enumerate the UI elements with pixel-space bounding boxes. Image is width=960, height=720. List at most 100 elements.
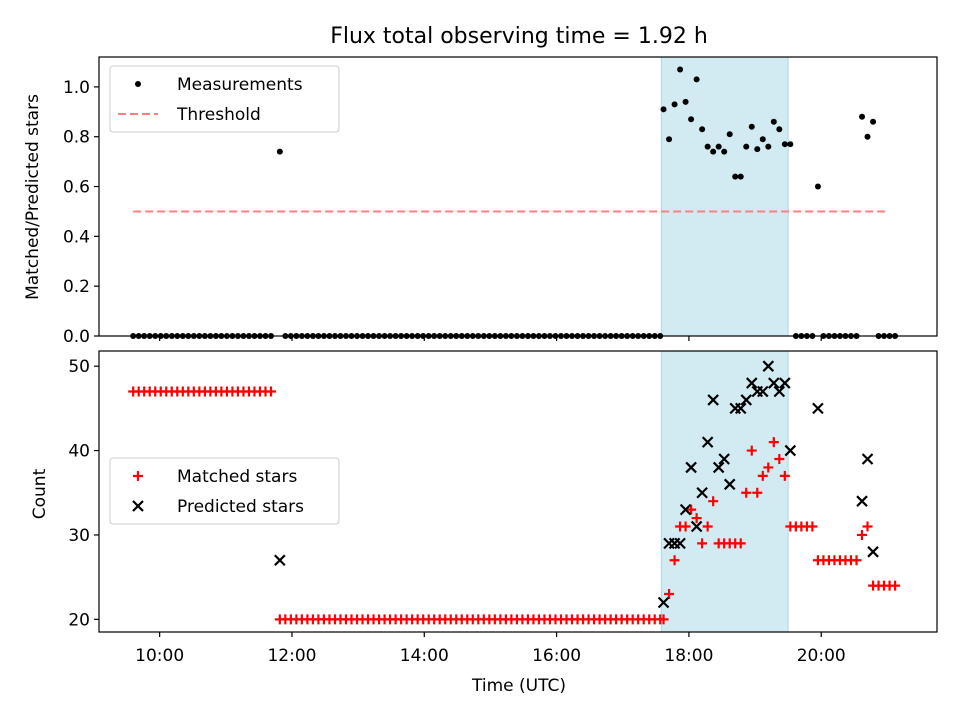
top-panel: 0.0 0.2 0.4 0.6 0.8 1.0 Measurements Threshold [63,56,938,347]
bottom-panel: 20 30 40 50 10:00 12:00 14:00 16:00 18:00 20:00 Ma… [68,350,938,666]
highlight-span [660,56,789,337]
data-point [814,183,821,190]
data-point [864,133,871,140]
data-point [693,76,700,83]
data-point [748,123,755,130]
data-point [774,454,785,465]
data-point [757,470,768,481]
data-point [857,529,868,540]
data-point [701,436,714,448]
data-point [708,496,719,507]
data-point [266,386,277,397]
data-point [715,143,722,150]
legend-box [109,65,340,133]
data-point [784,444,797,457]
series-predicted-stars [274,360,879,609]
data-point [726,131,733,138]
y-tick-label: 50 [68,357,90,377]
data-point [691,513,702,524]
x-tick-label: 12:00 [267,646,316,666]
data-point [745,377,758,389]
x-tick-label: 18:00 [664,646,713,666]
y-axis-label-top: Matched/Predicted stars [23,94,43,300]
data-point [682,98,689,105]
data-point [762,360,775,372]
data-point [707,394,719,406]
legend-label: Measurements [177,75,303,95]
data-point [862,521,873,532]
x-tick-label: 14:00 [400,646,449,666]
y-tick-label: 0.2 [63,277,90,297]
data-point [712,461,725,474]
data-point [746,445,757,456]
data-point [680,521,691,532]
data-point [690,520,703,533]
data-point [657,596,670,609]
data-point [721,148,728,155]
highlight-span [660,350,789,633]
data-point [737,173,744,180]
data-point [787,141,794,148]
data-point [685,461,697,474]
y-tick-label: 1.0 [63,78,90,98]
data-point [768,437,779,448]
data-point [779,470,790,481]
data-point [697,538,708,549]
data-point [671,101,678,108]
data-point [859,113,866,120]
data-point [688,116,695,123]
axes-frame [98,350,938,633]
data-point [807,521,818,532]
legend-label: Predicted stars [177,497,304,517]
data-point [770,118,777,125]
y-tick-label: 0.8 [63,128,90,148]
x-tick-label: 10:00 [135,646,184,666]
data-point [666,136,673,143]
data-point [856,495,868,507]
data-point [870,118,877,125]
data-point [686,504,697,515]
y-tick-label: 30 [68,526,90,546]
y-tick-label: 40 [68,442,90,462]
x-tick-label: 20:00 [797,646,846,666]
data-point [677,66,684,73]
data-point [734,402,747,415]
data-point [710,148,717,155]
axes-frame [98,56,938,337]
data-point [757,385,769,398]
data-point [699,126,706,133]
data-point [754,146,761,153]
data-point [752,487,763,498]
data-point [743,143,750,150]
data-point [890,580,901,591]
x-tick-label: 16:00 [532,646,581,666]
data-point [867,546,879,558]
series-matched-stars [128,386,901,625]
legend-box [109,457,340,525]
chart-title: Flux total observing time = 1.92 h [330,24,708,49]
y-tick-label: 0.0 [63,327,90,347]
data-point [768,377,780,389]
data-point [735,538,746,549]
legend-swatch [133,471,143,481]
data-point [763,462,774,473]
x-axis-label: Time (UTC) [471,676,566,696]
y-tick-label: 20 [68,610,90,630]
data-point [732,173,739,180]
data-point [765,143,772,150]
data-point [704,143,711,150]
data-point [660,106,667,113]
legend: Measurements Threshold [109,65,340,133]
data-point [718,453,730,465]
data-point [773,385,786,398]
data-point [781,141,788,148]
data-point [776,126,783,133]
data-point [741,487,752,498]
data-point [274,554,286,567]
data-point [679,503,692,516]
data-point [276,148,283,155]
legend: Matched stars Predicted stars [109,457,340,525]
data-point [759,136,766,143]
y-axis-label-bottom: Count [30,468,50,519]
